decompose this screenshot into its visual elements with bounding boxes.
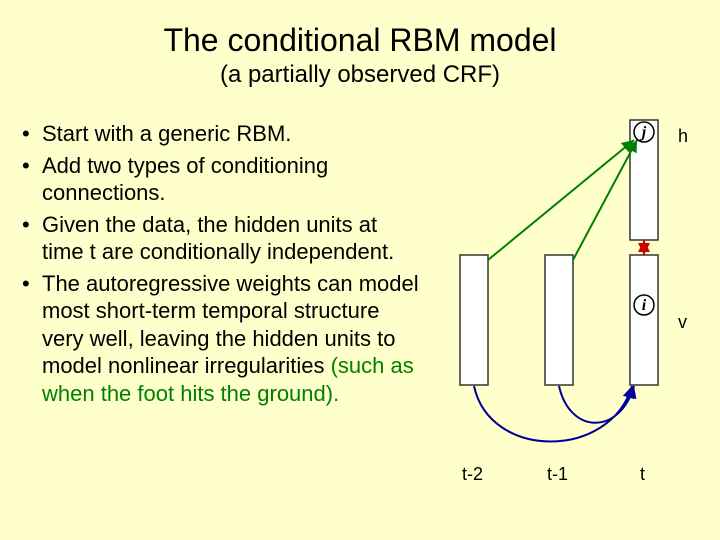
visible-label: v: [678, 312, 687, 332]
page-subtitle: (a partially observed CRF): [0, 61, 720, 89]
bullet-item: Start with a generic RBM.: [20, 120, 420, 148]
bullet-item: The autoregressive weights can model mos…: [20, 270, 420, 408]
page-title: The conditional RBM model: [0, 0, 720, 59]
node-i-label: i: [642, 297, 647, 314]
visible-layer-box: [630, 255, 658, 385]
conditioning-to-hidden: [488, 140, 634, 260]
time-label: t: [640, 464, 645, 484]
autoregressive-connection: [474, 386, 632, 442]
bullet-item: Given the data, the hidden units at time…: [20, 211, 420, 266]
time-label: t-1: [547, 464, 568, 484]
visible-layer-box: [460, 255, 488, 385]
bullet-list: Start with a generic RBM. Add two types o…: [20, 120, 420, 411]
crbm-diagram: jihvt-2t-1t: [420, 110, 720, 530]
time-label: t-2: [462, 464, 483, 484]
bullet-item: Add two types of conditioning connection…: [20, 152, 420, 207]
visible-layer-box: [545, 255, 573, 385]
conditioning-to-hidden: [573, 140, 637, 260]
hidden-label: h: [678, 126, 688, 146]
